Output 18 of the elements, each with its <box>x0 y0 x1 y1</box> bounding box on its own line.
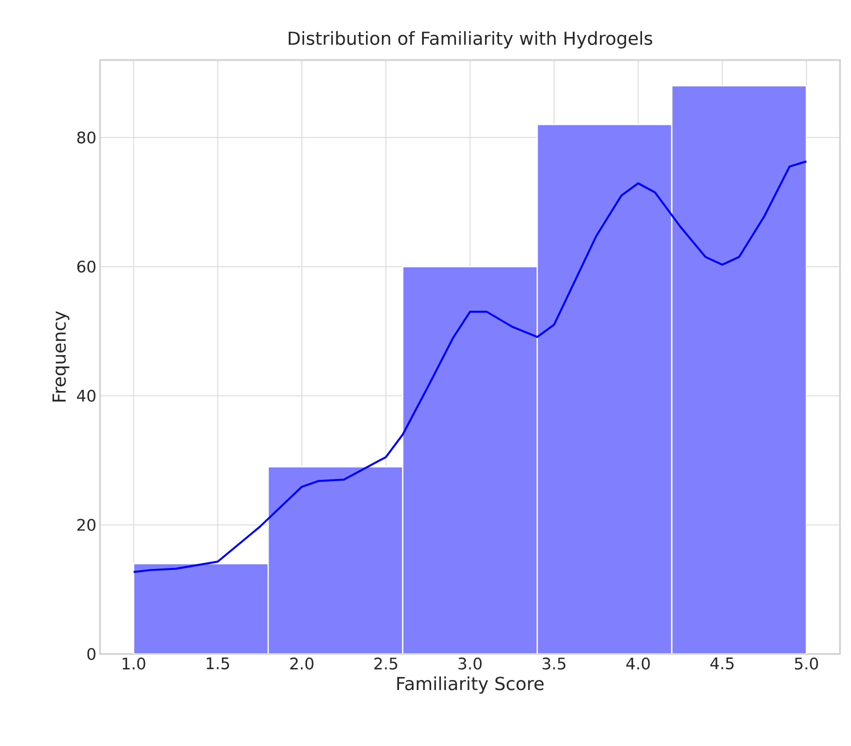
y-tick-label: 0 <box>87 648 96 660</box>
y-tick-label: 60 <box>77 260 96 273</box>
x-tick-label: 3.5 <box>542 658 566 670</box>
x-tick-label: 2.0 <box>290 658 314 670</box>
x-tick-label: 1.0 <box>122 658 146 670</box>
x-tick-label: 4.5 <box>710 658 734 670</box>
line-series <box>132 160 808 573</box>
y-tick-label: 40 <box>76 390 96 402</box>
x-tick-label: 1.5 <box>206 658 230 670</box>
x-tick-label: 5.0 <box>794 658 818 670</box>
chart-title: Distribution of Familiarity with Hydrogels <box>288 31 652 48</box>
x-axis-title: Familiarity Score <box>397 676 544 694</box>
y-axis-title: Frequency <box>52 311 70 402</box>
y-tick-label: 80 <box>77 131 96 144</box>
x-tick-label: 4.0 <box>626 658 650 670</box>
y-tick-label: 20 <box>77 518 96 531</box>
x-tick-label: 3.0 <box>458 658 482 670</box>
x-tick-label: 2.5 <box>374 658 398 670</box>
